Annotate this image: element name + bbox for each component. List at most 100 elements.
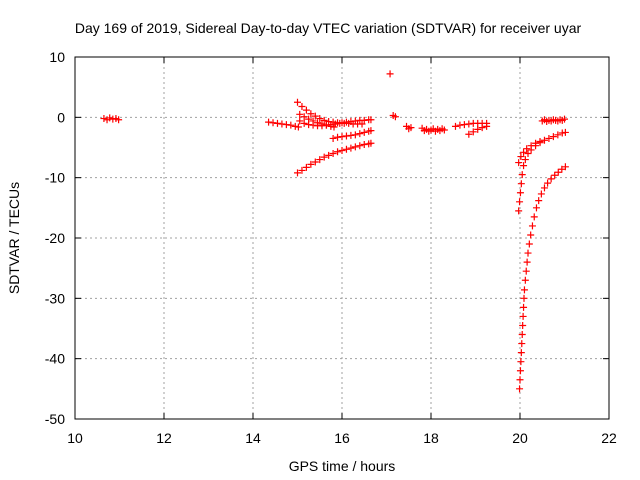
data-point: [520, 286, 528, 294]
data-point: [558, 165, 566, 173]
data-point: [294, 169, 301, 177]
data-point: [469, 128, 477, 136]
data-point: [519, 312, 527, 320]
data-point: [296, 117, 304, 125]
data-point: [347, 144, 355, 152]
x-tick-label: 20: [512, 430, 528, 446]
y-tick-label: -10: [45, 170, 65, 186]
data-point: [520, 162, 528, 170]
data-point: [524, 150, 532, 158]
data-point: [537, 190, 545, 198]
data-point: [561, 115, 568, 123]
x-tick-label: 10: [67, 430, 83, 446]
data-point: [356, 142, 364, 150]
data-point: [527, 142, 535, 150]
x-tick-label: 14: [245, 430, 261, 446]
data-point: [329, 134, 337, 142]
data-point: [282, 121, 290, 129]
data-point: [517, 349, 525, 357]
data-point: [100, 115, 108, 123]
data-point: [273, 119, 281, 127]
data-point: [360, 140, 368, 148]
y-tick-label: -40: [45, 351, 65, 367]
data-point: [518, 171, 526, 179]
data-point: [291, 122, 299, 130]
data-point: [532, 204, 540, 212]
x-tick-label: 22: [601, 430, 617, 446]
data-point: [320, 116, 328, 124]
data-point: [518, 331, 526, 339]
data-point: [551, 171, 559, 179]
data-point: [307, 110, 315, 118]
data-point: [536, 137, 544, 145]
data-point: [327, 121, 335, 129]
data-point: [460, 121, 468, 129]
data-point: [367, 116, 375, 124]
data-point: [521, 276, 529, 284]
data-point: [561, 128, 569, 136]
data-point: [440, 126, 448, 134]
data-point: [525, 240, 533, 248]
data-point: [545, 134, 553, 142]
data-point: [305, 121, 313, 129]
x-tick-label: 18: [423, 430, 439, 446]
axis-ticks: 10 12 14 16 18 20 22 10 0 -10 -20 -30 -40 -50: [45, 49, 617, 446]
series-arc17: [538, 115, 568, 126]
data-point: [311, 112, 319, 120]
data-point: [342, 132, 350, 140]
data-point: [535, 197, 543, 205]
data-point: [302, 106, 310, 114]
data-point: [322, 121, 330, 129]
series-arc1: [100, 114, 123, 124]
data-point: [516, 198, 524, 206]
data-point: [516, 367, 524, 375]
data-point: [554, 131, 562, 139]
data-point: [307, 160, 315, 168]
data-point: [465, 120, 473, 128]
data-point: [318, 122, 326, 130]
series-arc11: [418, 124, 448, 135]
data-point: [298, 166, 306, 174]
data-point: [351, 131, 359, 139]
y-tick-label: 10: [49, 49, 65, 65]
data-point: [519, 321, 527, 329]
y-tick-label: -30: [45, 290, 65, 306]
data-point: [554, 168, 562, 176]
data-point: [517, 358, 525, 366]
data-point: [523, 145, 531, 153]
x-tick-label: 12: [156, 430, 172, 446]
series-arc13: [465, 122, 491, 138]
x-axis-label: GPS time / hours: [289, 458, 396, 474]
data-point: [407, 124, 415, 132]
y-tick-label: -20: [45, 230, 65, 246]
data-point: [300, 119, 308, 127]
chart-title: Day 169 of 2019, Sidereal Day-to-day VTE…: [75, 20, 582, 36]
data-point: [269, 119, 277, 127]
data-point: [521, 156, 529, 164]
data-point: [309, 121, 317, 129]
data-point: [547, 175, 555, 183]
grid: [75, 57, 609, 419]
data-point: [115, 116, 123, 124]
series-arc10: [403, 122, 415, 133]
data-point: [367, 139, 375, 147]
data-point: [294, 98, 301, 106]
data-point: [311, 158, 319, 166]
data-point: [316, 156, 324, 164]
data-point: [520, 148, 528, 156]
data-point: [524, 249, 532, 257]
data-point: [530, 213, 538, 221]
data-point: [522, 267, 530, 275]
data-point: [540, 136, 548, 144]
data-point: [316, 115, 324, 123]
x-tick-label: 16: [334, 430, 350, 446]
data-point: [300, 113, 308, 121]
series-arc7: [294, 139, 375, 177]
data-point: [544, 179, 552, 187]
data-point: [474, 125, 482, 133]
data-point: [360, 128, 368, 136]
data-point: [351, 143, 359, 151]
series-arc6: [329, 127, 375, 142]
data-point: [345, 119, 353, 127]
